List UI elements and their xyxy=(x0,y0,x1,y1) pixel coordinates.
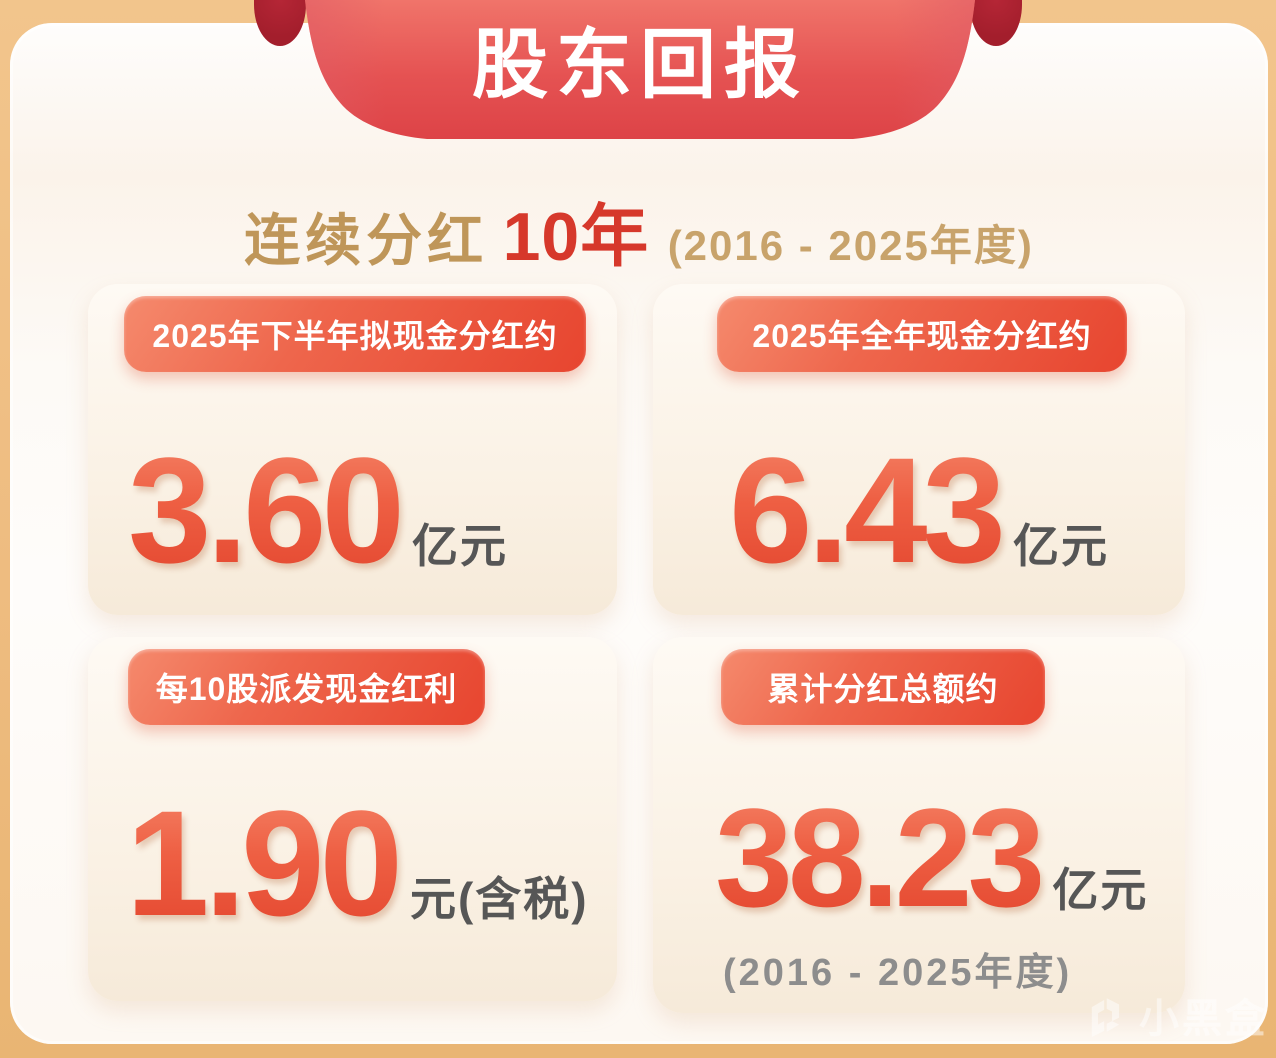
stat-card-per-10-shares: 每10股派发现金红利 1.90 元(含税) xyxy=(88,637,617,1001)
stat-unit: 亿元 xyxy=(1052,864,1149,916)
stat-value: 38.23 xyxy=(715,775,1045,940)
banner-ribbon: 股东回报 xyxy=(10,0,1268,145)
ribbon-body xyxy=(305,0,975,139)
stat-value-row: 6.43 亿元 xyxy=(729,422,1109,599)
stat-unit: 亿元 xyxy=(411,520,508,572)
stat-label-badge: 2025年全年现金分红约 xyxy=(717,296,1127,372)
subtitle-prefix: 连续分红 xyxy=(244,209,489,272)
stat-period-note: (2016 - 2025年度) xyxy=(723,952,1073,994)
stat-card-fullyear-dividend: 2025年全年现金分红约 6.43 亿元 xyxy=(653,284,1185,615)
subtitle-years-highlight: 10年 xyxy=(502,199,650,275)
stat-value: 6.43 xyxy=(729,422,1006,599)
stat-unit: 元(含税) xyxy=(409,873,589,925)
stat-label-badge: 累计分红总额约 xyxy=(721,649,1045,725)
stat-value: 3.60 xyxy=(128,422,405,599)
stat-value-row: 3.60 亿元 xyxy=(128,422,508,599)
stat-card-cumulative-dividend: 累计分红总额约 38.23 亿元 (2016 - 2025年度) xyxy=(653,637,1185,1013)
subtitle: 连续分红 10年 (2016 - 2025年度) xyxy=(10,181,1268,280)
heybox-logo-icon xyxy=(1091,998,1120,1037)
stat-card-h2-dividend: 2025年下半年拟现金分红约 3.60 亿元 xyxy=(88,284,617,615)
subtitle-period: (2016 - 2025年度) xyxy=(667,222,1034,269)
stat-label-badge: 2025年下半年拟现金分红约 xyxy=(124,296,586,372)
stat-unit: 亿元 xyxy=(1012,520,1109,572)
stat-value-row: 38.23 亿元 xyxy=(715,775,1148,940)
content-panel: 股东回报 连续分红 10年 (2016 - 2025年度) 2025年下半年拟现… xyxy=(10,0,1268,1044)
watermark: 小黑盒 xyxy=(1083,986,1268,1044)
watermark-text: 小黑盒 xyxy=(1139,997,1268,1041)
stat-value-row: 1.90 元(含税) xyxy=(126,775,589,952)
stat-value: 1.90 xyxy=(126,775,403,952)
page-title: 股东回报 xyxy=(472,23,808,108)
stat-label-badge: 每10股派发现金红利 xyxy=(128,649,485,725)
